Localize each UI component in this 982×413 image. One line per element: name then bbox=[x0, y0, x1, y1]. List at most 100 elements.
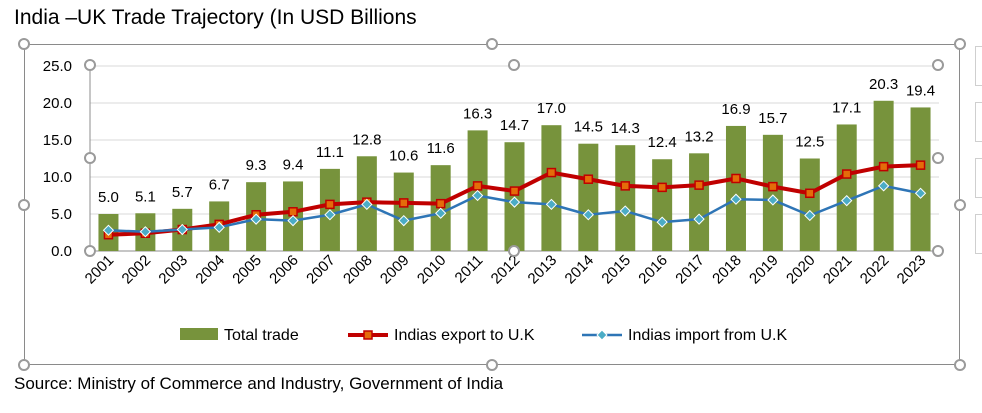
y-tick-label: 0.0 bbox=[51, 243, 72, 260]
plot-handle-middle-left[interactable] bbox=[84, 152, 96, 164]
bar-data-label: 19.4 bbox=[906, 82, 935, 99]
x-tick-label: 2011 bbox=[452, 252, 487, 287]
legend-swatch-total-trade bbox=[180, 328, 218, 340]
x-tick-label: 2018 bbox=[709, 252, 745, 288]
x-tick-label: 2016 bbox=[635, 252, 671, 288]
y-tick-label: 20.0 bbox=[43, 95, 72, 112]
resize-handle-top-left[interactable] bbox=[18, 38, 30, 50]
import-marker bbox=[508, 196, 521, 208]
bar-data-label: 14.3 bbox=[611, 120, 640, 137]
bar bbox=[652, 159, 673, 251]
bar-data-label: 9.3 bbox=[246, 157, 267, 174]
plot-handle-top-right[interactable] bbox=[932, 59, 944, 71]
import-marker bbox=[545, 198, 558, 211]
import-marker bbox=[102, 224, 115, 236]
bar bbox=[578, 143, 599, 251]
export-marker bbox=[841, 169, 852, 179]
plot-handle-bottom-center[interactable] bbox=[508, 245, 520, 257]
x-tick-label: 2020 bbox=[783, 252, 819, 288]
y-tick-label: 15.0 bbox=[43, 132, 72, 149]
chart-extra-button[interactable] bbox=[975, 214, 982, 254]
import-marker bbox=[435, 207, 447, 219]
x-tick-label: 2007 bbox=[303, 252, 339, 288]
chart-filters-button[interactable] bbox=[975, 158, 982, 198]
export-marker bbox=[805, 188, 815, 199]
bar-data-label: 5.7 bbox=[172, 184, 193, 201]
bar-data-label: 9.4 bbox=[283, 156, 304, 173]
export-marker bbox=[694, 180, 704, 190]
data-labels: 5.0 5.1 5.7 6.7 9.3 9.4 11.1 12.8 10.6 11.6 16.3 14… bbox=[98, 76, 935, 206]
bar bbox=[541, 125, 562, 251]
import-marker bbox=[250, 213, 262, 225]
import-marker bbox=[361, 198, 373, 211]
bar-data-label: 5.0 bbox=[98, 189, 119, 206]
resize-handle-bottom-left[interactable] bbox=[18, 359, 30, 371]
bar-data-label: 16.9 bbox=[721, 101, 750, 118]
import-marker bbox=[656, 216, 668, 228]
plot-handle-top-center[interactable] bbox=[508, 59, 520, 71]
export-marker bbox=[583, 174, 594, 184]
export-marker bbox=[620, 181, 630, 191]
export-marker bbox=[509, 186, 520, 196]
bar bbox=[615, 145, 636, 251]
legend-label-import: Indias import from U.K bbox=[628, 327, 787, 344]
x-tick-label: 2004 bbox=[192, 252, 228, 288]
y-axis: 0.0 5.0 10.0 15.0 20.0 25.0 bbox=[43, 58, 91, 260]
x-axis: 2001 2002 2003 2004 2005 2006 2007 2008 2009 2010… bbox=[82, 252, 930, 288]
y-tick-label: 10.0 bbox=[43, 169, 72, 186]
x-tick-label: 2009 bbox=[377, 252, 413, 288]
x-tick-label: 2021 bbox=[820, 252, 856, 288]
bar bbox=[689, 153, 710, 251]
import-marker bbox=[287, 215, 299, 227]
y-tick-label: 25.0 bbox=[43, 58, 72, 75]
legend-label-export: Indias export to U.K bbox=[394, 327, 535, 344]
plot-handle-middle-right[interactable] bbox=[932, 152, 944, 164]
resize-handle-bottom-center[interactable] bbox=[486, 359, 498, 371]
export-marker bbox=[435, 198, 446, 209]
import-marker bbox=[324, 209, 336, 221]
x-tick-label: 2015 bbox=[598, 252, 634, 288]
export-marker bbox=[731, 173, 741, 184]
resize-handle-top-center[interactable] bbox=[486, 38, 498, 50]
import-marker bbox=[841, 195, 853, 207]
bar-data-label: 12.5 bbox=[795, 134, 824, 151]
export-marker bbox=[915, 160, 926, 170]
resize-handle-bottom-right[interactable] bbox=[954, 359, 966, 371]
bar-data-label: 14.5 bbox=[574, 119, 603, 136]
import-marker bbox=[471, 189, 484, 202]
x-tick-label: 2003 bbox=[155, 252, 191, 288]
chart-styles-button[interactable] bbox=[975, 102, 982, 142]
resize-handle-middle-right[interactable] bbox=[954, 199, 966, 211]
x-tick-label: 2010 bbox=[414, 252, 450, 288]
plot-handle-top-left[interactable] bbox=[84, 59, 96, 71]
import-marker bbox=[914, 187, 927, 199]
export-marker bbox=[657, 182, 667, 193]
bar-data-label: 12.4 bbox=[648, 134, 677, 151]
bar-data-label: 6.7 bbox=[209, 176, 230, 193]
bar-data-label: 20.3 bbox=[869, 76, 898, 93]
export-marker bbox=[399, 198, 409, 208]
bar-data-label: 11.6 bbox=[427, 140, 455, 157]
import-marker bbox=[804, 209, 816, 222]
bar-data-label: 10.6 bbox=[389, 148, 418, 165]
export-marker bbox=[325, 199, 335, 210]
import-marker bbox=[582, 209, 594, 221]
plot-handle-bottom-right[interactable] bbox=[932, 245, 944, 257]
x-tick-label: 2002 bbox=[119, 252, 155, 288]
x-tick-label: 2019 bbox=[746, 252, 782, 288]
bar bbox=[762, 134, 783, 251]
export-marker bbox=[768, 181, 778, 192]
bar-data-label: 17.0 bbox=[537, 100, 566, 117]
legend-marker-import bbox=[596, 329, 608, 341]
x-tick-label: 2005 bbox=[229, 252, 265, 288]
x-tick-label: 2008 bbox=[340, 252, 376, 288]
chart-elements-button[interactable] bbox=[975, 46, 982, 86]
import-marker bbox=[176, 223, 188, 236]
plot-handle-bottom-left[interactable] bbox=[84, 245, 96, 257]
resize-handle-middle-left[interactable] bbox=[18, 199, 30, 211]
import-marker bbox=[877, 180, 890, 192]
x-tick-label: 2006 bbox=[266, 252, 302, 288]
resize-handle-top-right[interactable] bbox=[954, 38, 966, 50]
x-tick-label: 2001 bbox=[82, 252, 118, 288]
